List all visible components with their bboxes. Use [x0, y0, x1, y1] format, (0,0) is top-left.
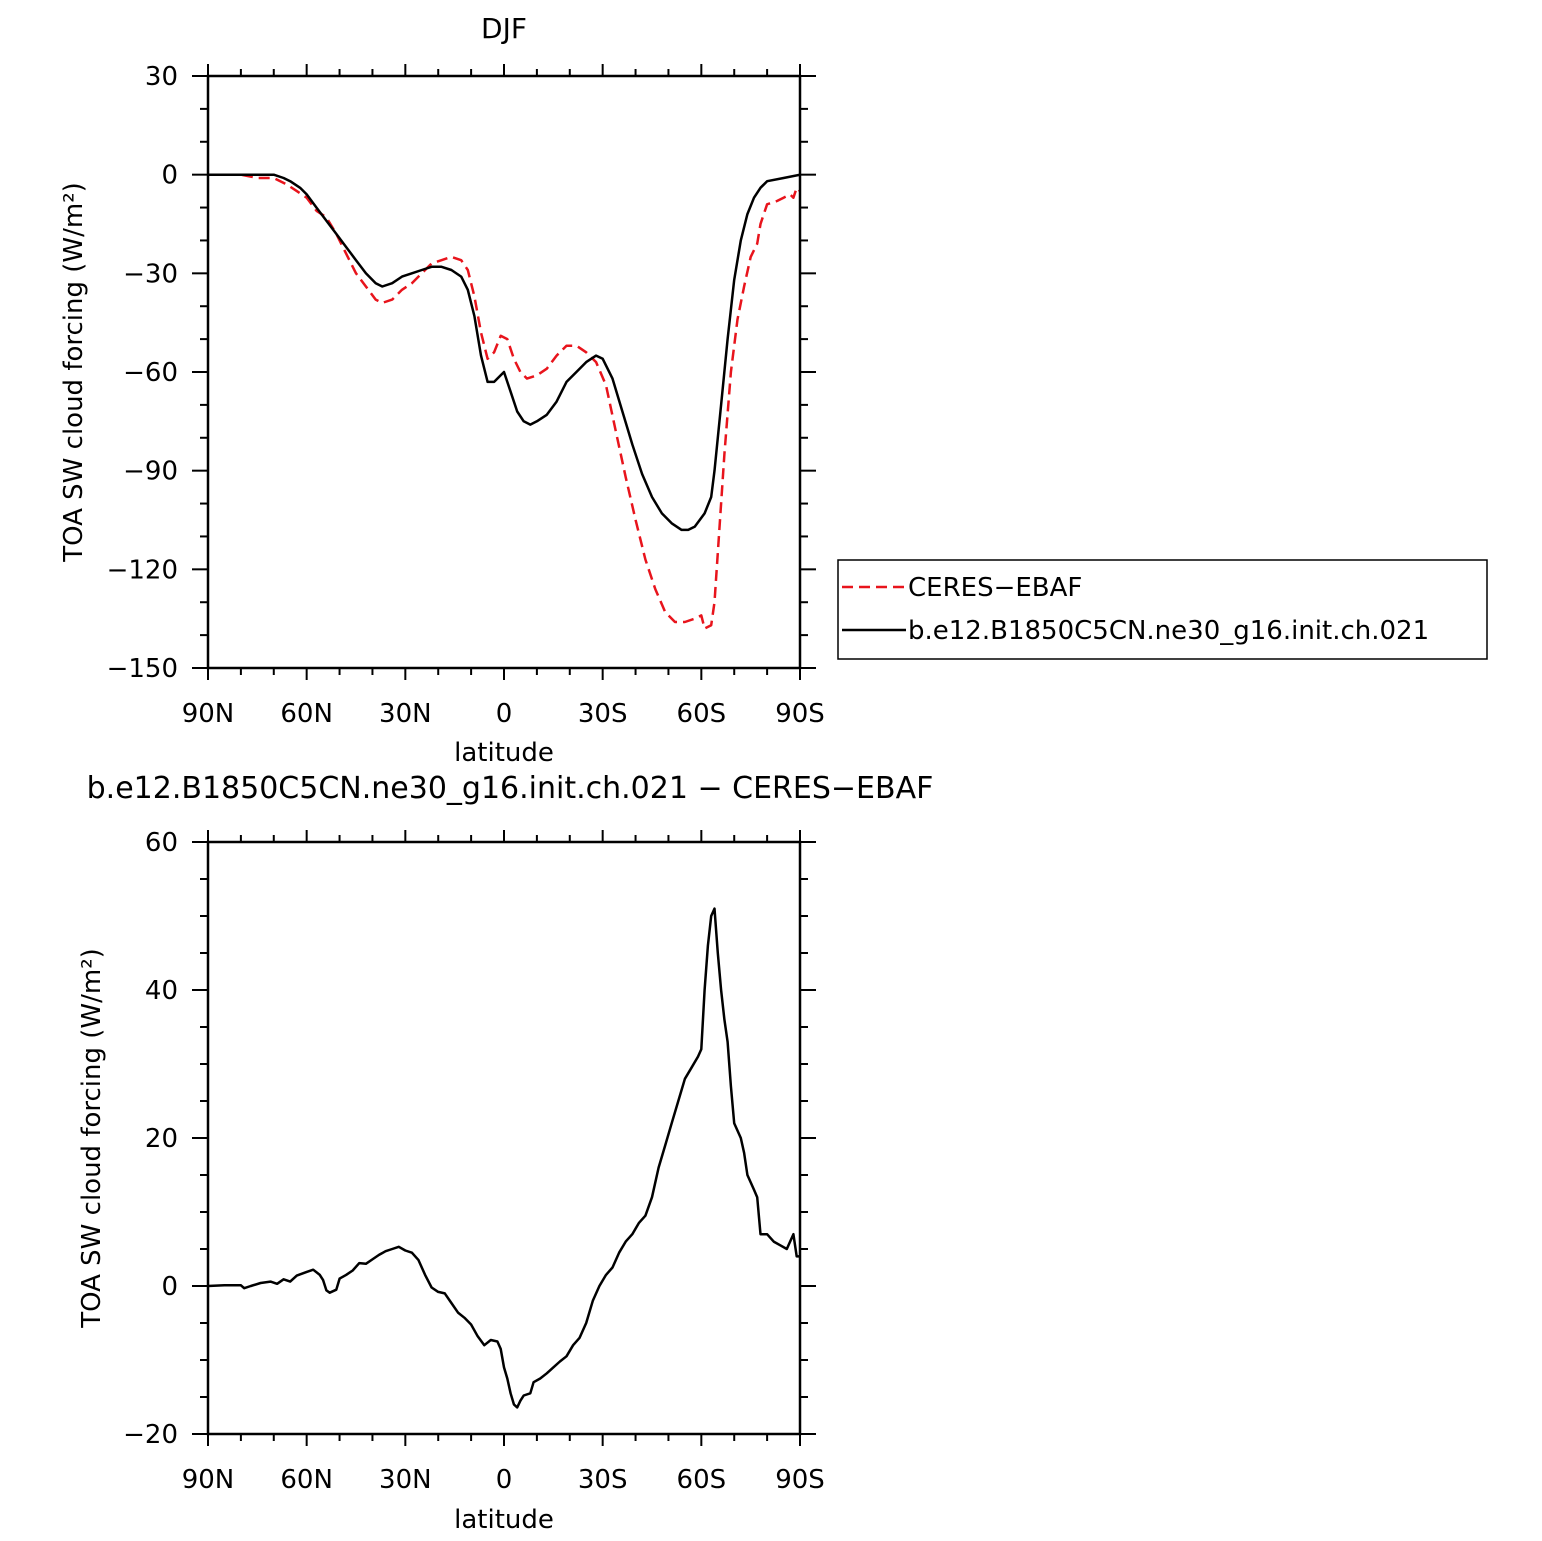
chart-title: DJF: [481, 12, 527, 45]
x-tick-label: 30N: [379, 699, 432, 729]
x-tick-label: 30S: [578, 1465, 628, 1495]
series-line-difference: [208, 907, 800, 1409]
x-tick-label: 30S: [578, 699, 628, 729]
y-tick-label: 30: [145, 62, 178, 92]
x-tick-label: 90S: [775, 699, 825, 729]
series-line-ceres-ebaf: [208, 173, 800, 630]
panel-difference: b.e12.B1850C5CN.ne30_g16.init.ch.021 − C…: [77, 771, 933, 1535]
plot-area: 90N 60N 30N 0 30S 60S 90S 30 0 −30 −60 −90 −120 −150: [107, 62, 825, 729]
y-tick-label: −60: [123, 358, 178, 388]
x-tick-label: 0: [496, 699, 513, 729]
plot-area: 90N 60N 30N 0 30S 60S 90S 60 40 20 0 −20: [123, 828, 825, 1495]
y-tick-label: 0: [161, 1272, 178, 1302]
y-axis-label: TOA SW cloud forcing (W/m²): [59, 182, 89, 563]
y-axis-label: TOA SW cloud forcing (W/m²): [77, 948, 107, 1329]
y-tick-label: −20: [123, 1420, 178, 1450]
x-axis-label: latitude: [454, 738, 554, 768]
x-tick-label: 30N: [379, 1465, 432, 1495]
x-axis-label: latitude: [454, 1505, 554, 1535]
legend: CERES−EBAF b.e12.B1850C5CN.ne30_g16.init…: [837, 559, 1488, 660]
x-tick-label: 60N: [280, 699, 333, 729]
y-tick-label: 40: [145, 976, 178, 1006]
series-line-b-e12-b1850c5cn-ne30-g16-init-ch-021: [208, 173, 800, 532]
x-tick-label: 90S: [775, 1465, 825, 1495]
x-tick-label: 60N: [280, 1465, 333, 1495]
x-tick-label: 60S: [677, 699, 727, 729]
x-tick-label: 0: [496, 1465, 513, 1495]
legend-entry-model: b.e12.B1850C5CN.ne30_g16.init.ch.021: [908, 616, 1429, 646]
x-tick-label: 60S: [677, 1465, 727, 1495]
panel-djf: DJF 90N 60N 30N 0 30S 60S 90S 30 0 −30 −60 −90 −120 −…: [59, 12, 1488, 768]
y-tick-label: −120: [107, 555, 178, 585]
legend-box: [837, 559, 1488, 660]
y-tick-label: −30: [123, 259, 178, 289]
y-tick-label: −150: [107, 654, 178, 684]
x-tick-label: 90N: [182, 1465, 235, 1495]
x-tick-label: 90N: [182, 699, 235, 729]
y-tick-label: 0: [161, 161, 178, 191]
chart-title: b.e12.B1850C5CN.ne30_g16.init.ch.021 − C…: [87, 771, 934, 806]
plot-frame: [206, 840, 802, 1436]
y-tick-label: −90: [123, 457, 178, 487]
y-tick-label: 20: [145, 1124, 178, 1154]
y-tick-label: 60: [145, 828, 178, 858]
legend-entry-ceres-ebaf: CERES−EBAF: [908, 573, 1082, 603]
